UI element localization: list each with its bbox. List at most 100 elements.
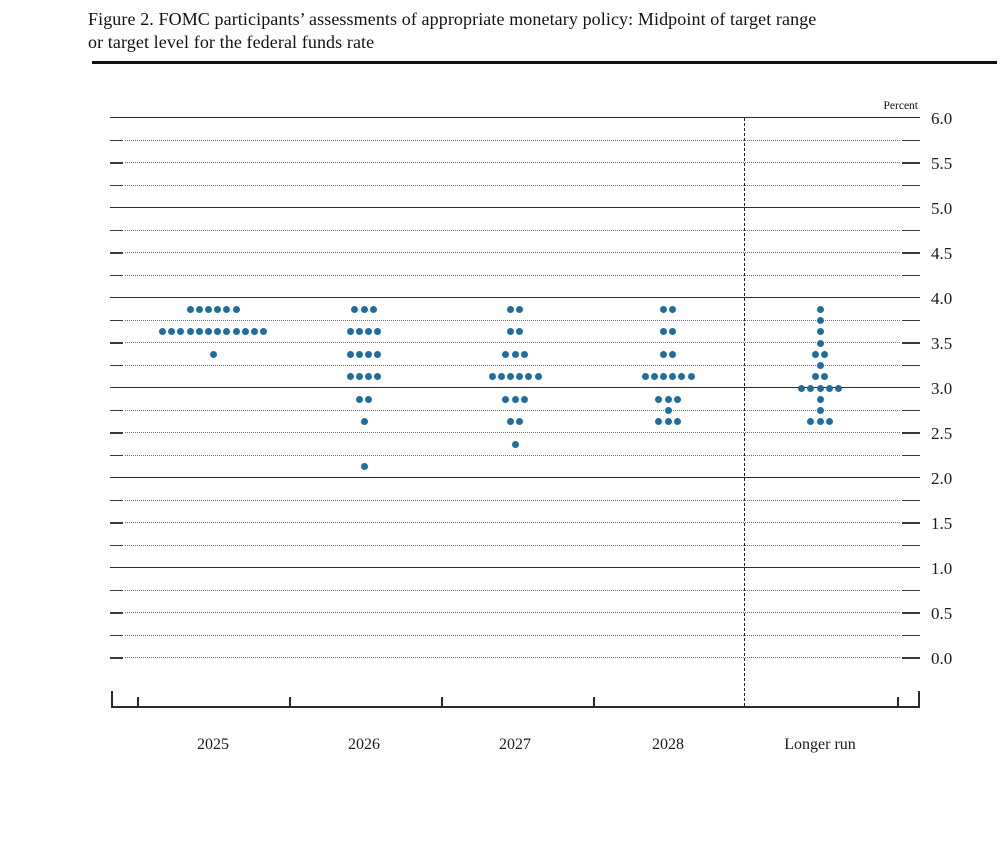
projection-dot-2026-3.625 (374, 328, 382, 336)
projection-dot-2026-3.625 (346, 328, 354, 336)
gridline-left-dash-4.75 (110, 229, 123, 232)
figure-title-line-2: or target level for the federal funds ra… (88, 32, 375, 52)
projection-dot-longer-run-3.375 (821, 350, 829, 358)
projection-dot-longer-run-3.125 (811, 373, 819, 381)
gridline-right-dash-4.75 (902, 229, 920, 232)
gridline-left-dash-4.5 (110, 252, 123, 254)
projection-dot-longer-run-3 (834, 384, 842, 392)
gridline-solid-4 (110, 297, 920, 299)
projection-dot-2026-2.875 (355, 395, 363, 403)
projection-dot-2028-3.375 (659, 350, 667, 358)
projection-dot-2028-3.625 (659, 328, 667, 336)
gridline-dotted-0.75 (125, 589, 900, 591)
gridline-solid-6 (110, 117, 920, 119)
y-tick-label-3.5: 3.5 (931, 333, 953, 353)
gridline-left-dash-1.25 (110, 544, 123, 547)
gridline-left-dash-3.25 (110, 364, 123, 367)
projection-dot-2025-3.375 (209, 350, 217, 358)
projection-dot-2026-3.125 (365, 373, 373, 381)
gridline-solid-2 (110, 477, 920, 479)
projection-dot-2026-2.125 (360, 463, 368, 471)
projection-dot-2028-3.875 (659, 305, 667, 313)
projection-dot-2025-3.625 (260, 328, 268, 336)
projection-dot-2026-3.875 (351, 305, 359, 313)
projection-dot-longer-run-3 (807, 384, 815, 392)
y-tick-label-3.0: 3.0 (931, 378, 953, 398)
gridline-solid-3 (110, 387, 920, 389)
projection-dot-2026-3.375 (355, 350, 363, 358)
gridline-dotted-4.75 (125, 229, 900, 231)
x-axis-tick (289, 697, 291, 706)
projection-dot-2025-3.875 (232, 305, 240, 313)
projection-dot-longer-run-3.625 (816, 328, 824, 336)
projection-dot-2028-3.875 (669, 305, 677, 313)
projection-dot-2028-3.125 (659, 373, 667, 381)
projection-dot-2028-3.625 (669, 328, 677, 336)
gridline-dotted-5.5 (125, 162, 900, 164)
x-category-label-2028: 2028 (652, 736, 684, 753)
gridline-dotted-3.5 (125, 342, 900, 344)
projection-dot-2026-3.875 (360, 305, 368, 313)
x-axis-tick (441, 697, 443, 706)
gridline-dotted-4.25 (125, 274, 900, 276)
projection-dot-2027-3.125 (516, 373, 524, 381)
gridline-left-dash-5.75 (110, 139, 123, 142)
y-axis-unit-label: Percent (883, 100, 918, 112)
projection-dot-2026-2.625 (360, 418, 368, 426)
gridline-left-dash-2.25 (110, 454, 123, 457)
gridline-left-dash-2.5 (110, 432, 123, 434)
gridline-right-dash-5.5 (902, 162, 920, 164)
gridline-right-dash-5.25 (902, 184, 920, 187)
projection-dot-longer-run-2.625 (825, 418, 833, 426)
x-category-label-2026: 2026 (348, 736, 380, 753)
projection-dot-longer-run-3.75 (816, 317, 824, 324)
projection-dot-2027-3.125 (497, 373, 505, 381)
gridline-dotted-2.5 (125, 432, 900, 434)
gridline-left-dash-0.5 (110, 612, 123, 614)
projection-dot-2028-2.625 (655, 418, 663, 426)
gridline-left-dash-1.75 (110, 499, 123, 502)
projection-dot-2026-3.125 (374, 373, 382, 381)
projection-dot-2027-2.875 (511, 395, 519, 403)
projection-dot-2027-3.125 (488, 373, 496, 381)
gridline-left-dash-0.75 (110, 589, 123, 592)
x-category-label-2025: 2025 (197, 736, 229, 753)
projection-dot-2026-3.375 (374, 350, 382, 358)
gridline-right-dash-5.75 (902, 139, 920, 142)
projection-dot-2027-3.625 (506, 328, 514, 336)
y-tick-label-4.5: 4.5 (931, 243, 953, 263)
gridline-right-dash-2.25 (902, 454, 920, 457)
projection-dot-2027-3.125 (534, 373, 542, 381)
y-tick-label-4.0: 4.0 (931, 288, 953, 308)
projection-dot-2027-2.375 (511, 440, 519, 448)
projection-dot-2028-2.625 (664, 418, 672, 426)
projection-dot-2025-3.625 (232, 328, 240, 336)
gridline-right-dash-0.75 (902, 589, 920, 592)
gridline-dotted-0 (125, 657, 900, 659)
projection-dot-2025-3.625 (223, 328, 231, 336)
y-tick-label-2.0: 2.0 (931, 468, 953, 488)
gridline-dotted-1.25 (125, 544, 900, 546)
projection-dot-2027-2.625 (516, 418, 524, 426)
projection-dot-2026-3.375 (346, 350, 354, 358)
projection-dot-2025-3.875 (204, 305, 212, 313)
projection-dot-2027-3.125 (525, 373, 533, 381)
projection-dot-2025-3.875 (223, 305, 231, 313)
gridline-right-dash-4.5 (902, 252, 920, 254)
gridline-right-dash-3.5 (902, 342, 920, 344)
projection-dot-2025-3.625 (186, 328, 194, 336)
gridline-right-dash-0 (902, 657, 920, 659)
longer-run-separator-line (743, 118, 745, 706)
projection-dot-2027-3.875 (506, 305, 514, 313)
projection-dot-2025-3.625 (214, 328, 222, 336)
projection-dot-2026-3.375 (365, 350, 373, 358)
y-tick-label-2.5: 2.5 (931, 423, 953, 443)
projection-dot-2026-3.125 (346, 373, 354, 381)
projection-dot-2027-3.875 (516, 305, 524, 313)
title-divider-rule (92, 61, 997, 64)
projection-dot-2025-3.625 (158, 328, 166, 336)
projection-dot-2027-2.875 (520, 395, 528, 403)
gridline-right-dash-4.25 (902, 274, 920, 277)
gridline-right-dash-3.75 (902, 319, 920, 322)
